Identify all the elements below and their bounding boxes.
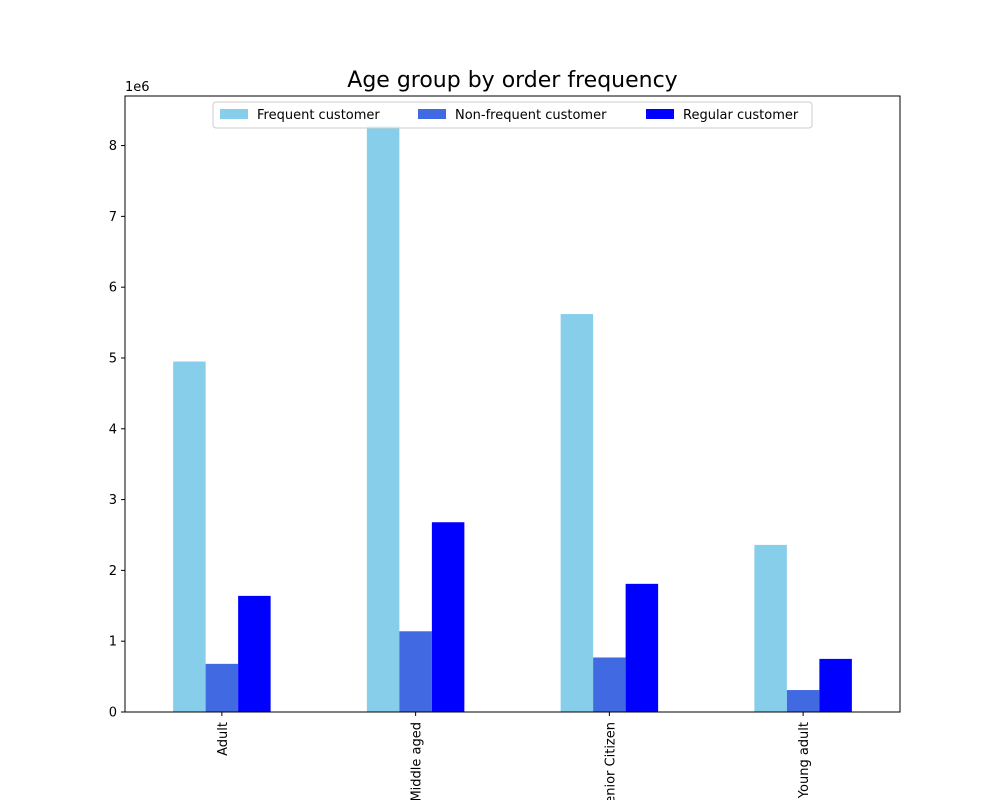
y-tick-label: 1 bbox=[109, 635, 117, 650]
y-tick-label: 4 bbox=[109, 422, 117, 437]
y-axis: 0 1 2 3 4 5 6 7 8 bbox=[109, 139, 125, 721]
bar bbox=[819, 658, 852, 712]
bars-group bbox=[173, 126, 852, 712]
x-tick-label: Young adult bbox=[797, 722, 812, 799]
y-tick-label: 6 bbox=[109, 281, 117, 296]
legend-label: Frequent customer bbox=[257, 108, 380, 123]
bar bbox=[754, 544, 787, 712]
legend-label: Regular customer bbox=[683, 108, 799, 123]
bar bbox=[560, 314, 594, 712]
bar bbox=[625, 583, 659, 712]
legend-swatch bbox=[646, 109, 674, 119]
x-axis: Adult Middle aged Senior Citizen Young adul… bbox=[216, 712, 812, 800]
chart-title: Age group by order frequency bbox=[347, 68, 677, 93]
y-axis-multiplier: 1e6 bbox=[125, 80, 150, 95]
legend: Frequent customer Non-frequent customer Re… bbox=[212, 101, 813, 129]
bar bbox=[205, 663, 239, 712]
bar bbox=[173, 361, 206, 712]
y-tick-label: 5 bbox=[109, 351, 117, 366]
bar bbox=[238, 595, 271, 712]
legend-box bbox=[212, 101, 813, 129]
x-tick-label: Senior Citizen bbox=[603, 722, 618, 800]
y-tick-label: 7 bbox=[109, 210, 117, 225]
x-tick-label: Middle aged bbox=[410, 722, 425, 800]
legend-swatch bbox=[220, 109, 248, 119]
y-tick-label: 3 bbox=[109, 493, 117, 508]
bar bbox=[399, 631, 432, 712]
bar bbox=[431, 522, 465, 712]
x-tick-label: Adult bbox=[216, 722, 231, 756]
legend-label: Non-frequent customer bbox=[455, 108, 607, 123]
y-tick-label: 0 bbox=[109, 706, 117, 721]
bar bbox=[786, 690, 820, 712]
y-tick-label: 8 bbox=[109, 139, 117, 154]
y-tick-label: 2 bbox=[109, 564, 117, 579]
plot-frame bbox=[124, 95, 901, 713]
legend-swatch bbox=[418, 109, 446, 119]
bar bbox=[366, 126, 400, 712]
bar bbox=[593, 657, 626, 712]
